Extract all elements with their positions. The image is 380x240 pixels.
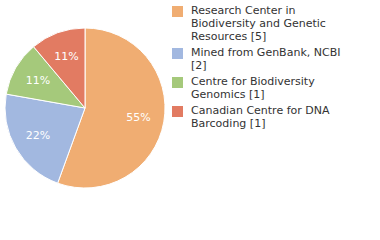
svg-text:11%: 11%: [26, 74, 50, 87]
svg-text:55%: 55%: [126, 111, 150, 124]
svg-text:11%: 11%: [54, 50, 78, 63]
svg-text:22%: 22%: [26, 129, 50, 142]
html-text:Research Center in Biodiversit: Research Center in Biodiversity and Gene…: [191, 4, 326, 43]
html-text:Centre for Biodiversity Genomi: Centre for Biodiversity Genomics [1]: [191, 75, 315, 101]
html-text:Canadian Centre for DNA Barcod: Canadian Centre for DNA Barcoding [1]: [191, 104, 330, 130]
html-text:Mined from GenBank, NCBI [2]: Mined from GenBank, NCBI [2]: [191, 46, 341, 72]
